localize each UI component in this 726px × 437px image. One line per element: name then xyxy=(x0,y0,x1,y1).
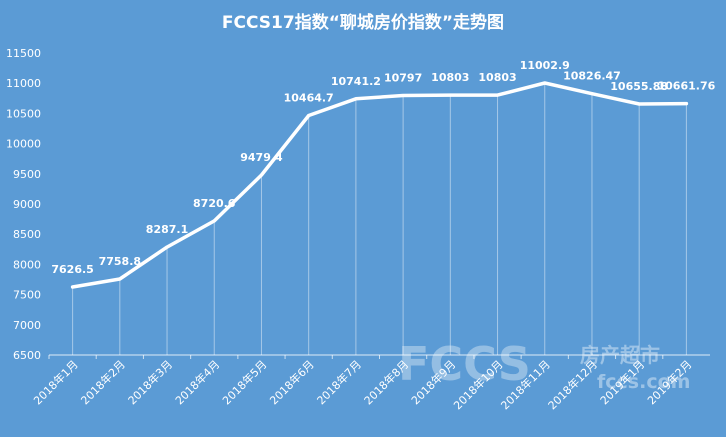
data-point xyxy=(71,285,75,289)
data-label: 10661.76 xyxy=(658,80,716,93)
y-tick-label: 10000 xyxy=(6,138,41,151)
data-label: 10655.88 xyxy=(610,80,668,93)
watermark-logo-text: FCCS xyxy=(398,337,531,391)
y-tick-label: 6500 xyxy=(13,349,41,362)
chart-title: FCCS17指数“聊城房价指数”走势图 xyxy=(222,12,504,33)
data-label: 7758.8 xyxy=(99,255,141,268)
data-point xyxy=(684,102,688,106)
y-tick-label: 9000 xyxy=(13,198,41,211)
data-label: 8287.1 xyxy=(146,223,188,236)
data-label: 10803 xyxy=(478,71,516,84)
data-point xyxy=(496,93,500,97)
data-label: 10464.7 xyxy=(284,92,334,105)
y-tick-label: 8000 xyxy=(13,258,41,271)
y-tick-label: 11500 xyxy=(6,47,41,60)
data-label: 8720.6 xyxy=(193,197,236,210)
data-point xyxy=(165,245,169,249)
data-point xyxy=(354,97,358,101)
data-point xyxy=(401,93,405,97)
y-tick-label: 8500 xyxy=(13,228,41,241)
y-tick-label: 11000 xyxy=(6,77,41,90)
data-label: 10797 xyxy=(384,71,422,84)
fccs-watermark: FCCS 房产超市 fccs.com xyxy=(398,337,690,393)
data-point xyxy=(543,81,547,85)
data-points xyxy=(71,81,688,289)
data-point xyxy=(118,277,122,281)
y-tick-label: 7500 xyxy=(13,289,41,302)
series-line xyxy=(70,81,689,289)
y-tick-label: 10500 xyxy=(6,107,41,120)
data-label: 9479.4 xyxy=(240,151,283,164)
data-label: 10826.47 xyxy=(563,70,621,83)
drop-lines xyxy=(72,83,687,355)
y-tick-label: 9500 xyxy=(13,168,41,181)
watermark-cn-text: 房产超市 xyxy=(580,343,660,367)
data-point xyxy=(212,219,216,223)
data-point xyxy=(637,102,641,106)
data-point xyxy=(259,173,263,177)
y-axis: 6500 7000 7500 8000 8500 9000 9500 10000 10500 11… xyxy=(6,47,41,362)
data-label: 10741.2 xyxy=(331,75,381,88)
data-point xyxy=(448,93,452,97)
data-label: 7626.5 xyxy=(51,263,93,276)
y-tick-label: 7000 xyxy=(13,319,41,332)
data-point xyxy=(307,114,311,118)
data-labels: 7626.5 7758.8 8287.1 8720.6 9479.4 10464.7 107… xyxy=(51,59,715,276)
data-point xyxy=(590,92,594,96)
watermark-url-text: fccs.com xyxy=(597,371,690,393)
data-label: 10803 xyxy=(431,71,469,84)
data-label: 11002.9 xyxy=(520,59,570,72)
